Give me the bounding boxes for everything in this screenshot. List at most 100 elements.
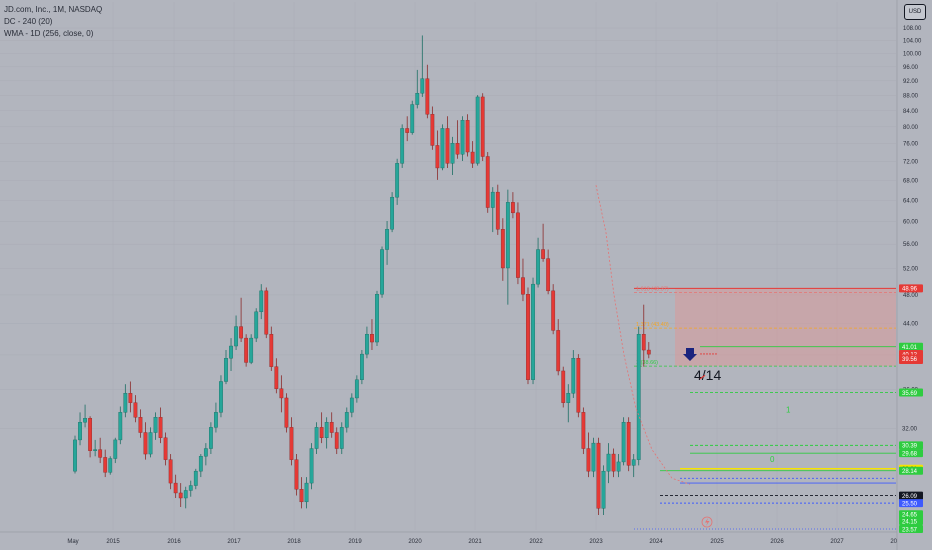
price-label-text: 24.65 (902, 513, 918, 519)
price-label-text: 32.00 (902, 427, 918, 433)
candle-body (123, 393, 128, 413)
grid (0, 2, 898, 530)
candle-body (586, 448, 591, 472)
candle-body (485, 156, 490, 208)
candle-body (480, 96, 485, 157)
symbol-title[interactable]: JD.com, Inc., 1M, NASDAQ (4, 5, 103, 14)
candle-body (425, 78, 430, 115)
candle-body (505, 202, 510, 269)
candle-body (183, 490, 188, 499)
time-tick-label: May (67, 539, 78, 545)
candle-body (571, 358, 576, 394)
price-label-text: 39.56 (902, 357, 918, 363)
price-label-text: 48.96 (902, 287, 918, 293)
indicator-dc[interactable]: DC - 240 (20) (4, 17, 53, 26)
candle-body (455, 143, 460, 155)
candle-body (284, 397, 289, 428)
zone-label: 1 (786, 405, 791, 414)
candle-body (601, 470, 606, 509)
price-label-text: 28.14 (902, 469, 918, 475)
price-label-text: 23.57 (902, 527, 918, 533)
price-label-bg (899, 499, 923, 508)
time-tick-label: 2020 (408, 539, 422, 545)
price-tick-label: 68.00 (903, 178, 919, 184)
candle-body (621, 422, 626, 463)
horizontal-lines (634, 346, 896, 530)
candle-body (395, 163, 400, 198)
candle-body (556, 330, 561, 372)
candle-body (83, 418, 87, 423)
candle-body (324, 422, 329, 438)
candle-body (576, 358, 581, 413)
price-tick-label: 76.00 (903, 142, 919, 148)
candle-body (526, 294, 530, 380)
annotations: 1 0 4/14 (683, 348, 791, 528)
candle-body (531, 283, 535, 380)
zone-label: 0 (770, 455, 775, 464)
candle-body (596, 442, 601, 509)
candle-body (178, 492, 183, 499)
price-tick-label: 64.00 (903, 198, 919, 204)
candle-body (128, 393, 133, 403)
candle-body (349, 397, 354, 413)
candle-body (390, 196, 394, 230)
candle-body (203, 448, 208, 457)
candle-body (168, 459, 173, 484)
price-label-bg (899, 466, 923, 475)
candle-body (430, 114, 435, 146)
candle-body (198, 456, 203, 472)
candle-body (460, 120, 465, 155)
time-tick-label: 2015 (106, 539, 120, 545)
price-label-bg (899, 284, 923, 293)
candle-body (591, 442, 596, 472)
candle-body (339, 427, 344, 449)
candle-body (365, 334, 369, 355)
currency-badge[interactable]: USD (904, 4, 926, 20)
candle-body (475, 96, 480, 164)
price-tick-label: 56.00 (903, 242, 919, 248)
price-label-bg (899, 441, 923, 450)
price-tick-label: 80.00 (903, 125, 919, 131)
candle-body (108, 458, 113, 473)
fib-zone-rect (675, 288, 896, 367)
candle-body (500, 229, 505, 269)
time-tick-label: 2016 (167, 539, 181, 545)
candle-body (400, 128, 405, 164)
dc-line (595, 185, 691, 485)
candle-body (269, 334, 274, 367)
candle-body (420, 78, 425, 94)
price-axis[interactable]: 108.00 104.00 100.00 96.00 92.00 88.00 84.00 80… (896, 0, 932, 550)
candle-body (329, 422, 334, 433)
candle-body (581, 412, 586, 449)
candle-body (249, 337, 254, 363)
candle-body (536, 249, 540, 285)
time-tick-label: 2025 (710, 539, 724, 545)
price-label-text: 26.09 (902, 494, 918, 500)
candle-body (490, 191, 495, 208)
candle-body (375, 294, 379, 343)
candle-body (138, 417, 143, 433)
indicator-wma[interactable]: WMA - 1D (256, close, 0) (4, 29, 94, 38)
candle-body (229, 345, 233, 359)
date-annotation: 4/14 (694, 367, 721, 383)
candle-body (299, 489, 304, 503)
candle-body (224, 358, 228, 382)
time-tick-label: 2024 (649, 539, 663, 545)
price-label-bg (899, 424, 923, 433)
price-label-text: 35.69 (902, 391, 918, 397)
candle-body (214, 412, 218, 428)
price-label-bg (899, 491, 923, 500)
lightning-icon (701, 516, 713, 528)
price-tick-label: 84.00 (903, 109, 919, 115)
fib-zone: 1.618 (48.37) 1.371 (43.40) 1 (38.66) (634, 286, 896, 367)
price-label-bg (899, 525, 923, 534)
candle-body (244, 337, 249, 363)
candle-body (103, 457, 108, 473)
candle-body (551, 290, 556, 331)
time-tick-label: 2018 (287, 539, 301, 545)
price-tick-label: 108.00 (903, 26, 922, 32)
candle-body (566, 393, 571, 403)
candle-body (465, 120, 470, 153)
candle-body (380, 249, 384, 295)
